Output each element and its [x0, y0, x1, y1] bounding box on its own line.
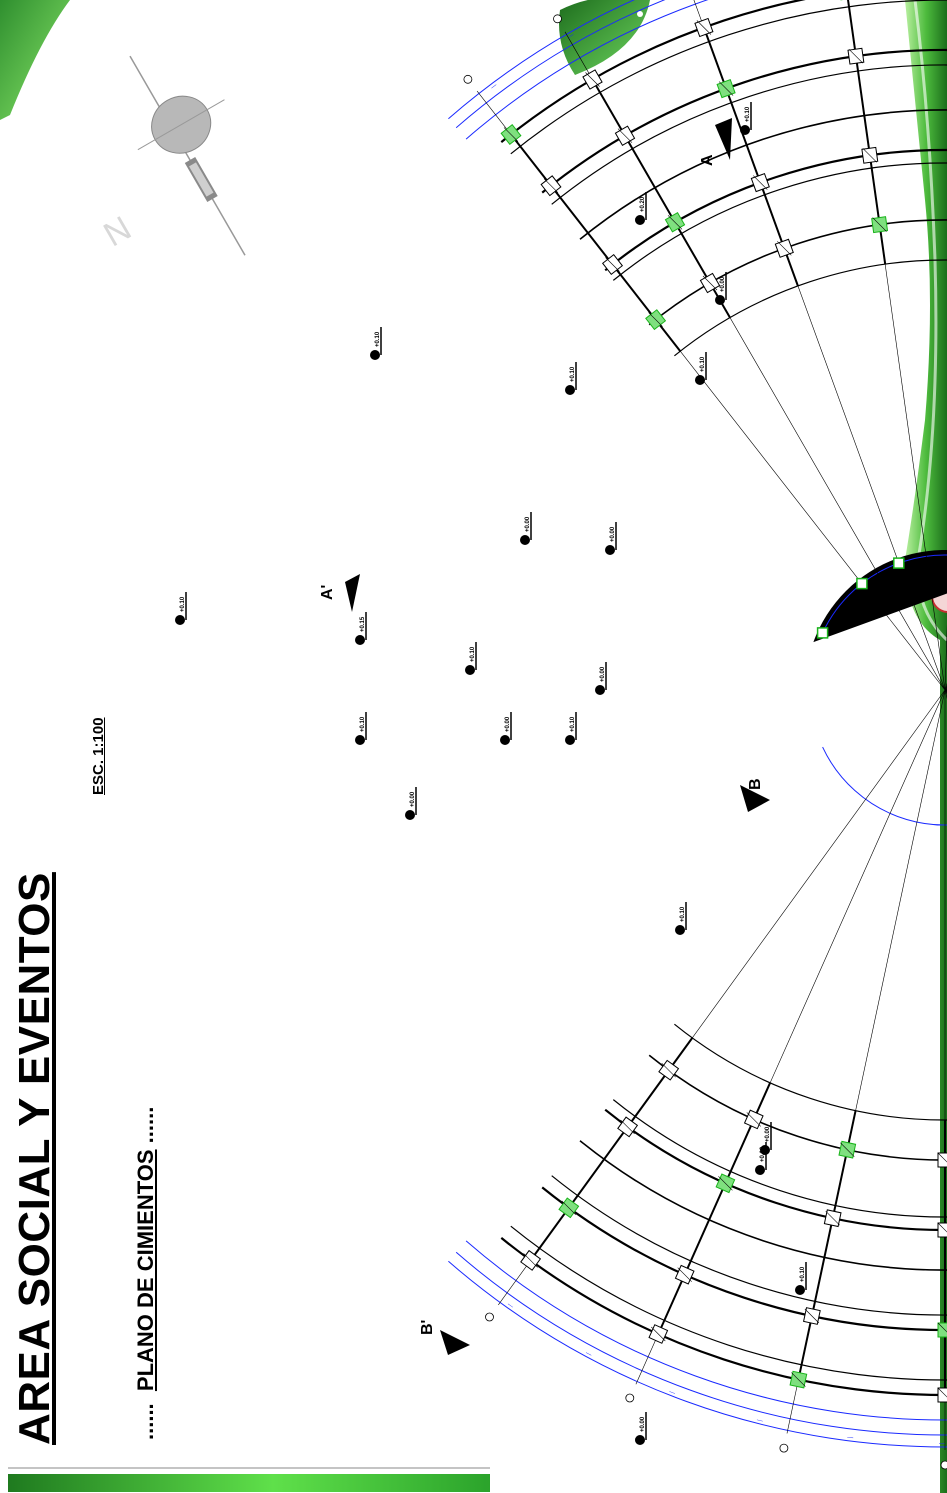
level-label: +0.10: [745, 106, 751, 122]
axis-bubble: [463, 74, 473, 84]
axis-bubble: [485, 1312, 494, 1322]
level-label: +0.10: [180, 596, 186, 612]
dimension-arc-1: [455, 0, 947, 1436]
level-label: +0.10: [680, 906, 686, 922]
level-marker-icon: +0.10: [795, 1262, 807, 1295]
level-label: +0.00: [765, 1126, 771, 1142]
footing: [937, 1322, 947, 1338]
level-label: +0.00: [720, 276, 726, 292]
level-marker-icon: +0.00: [715, 272, 727, 305]
svg-text:A: A: [699, 154, 716, 166]
footing: [937, 1387, 947, 1403]
center-node: [856, 577, 868, 590]
level-marker-icon: +0.00: [500, 712, 512, 745]
foundation-arc-7: [648, 219, 947, 1161]
level-marker-icon: +0.00: [595, 662, 607, 695]
level-marker-icon: +0.10: [695, 352, 707, 385]
level-label: +0.10: [570, 366, 576, 382]
dimension-arc-0: [465, 0, 947, 1421]
level-marker-icon: +0.00: [520, 512, 532, 545]
footings: [500, 0, 947, 1403]
dimension-tick: —: [567, 32, 575, 40]
axis-bubble: [940, 1460, 947, 1470]
svg-text:A': A': [319, 585, 336, 600]
dimension-tick: —: [668, 1388, 676, 1396]
level-label: +0.00: [600, 666, 606, 682]
axis-bubbles: [463, 14, 947, 1470]
level-label: +0.00: [640, 1416, 646, 1432]
level-label: +0.10: [375, 331, 381, 347]
level-markers: +0.10 +0.00 +0.15 +0.10 +0.00 +0.10 +0.00 +0.10…: [175, 102, 807, 1445]
level-marker-icon: +0.15: [355, 612, 367, 645]
north-label: N: [97, 209, 137, 254]
level-label: +0.10: [470, 646, 476, 662]
footing: [937, 1222, 947, 1238]
axis-bubble: [779, 1443, 789, 1453]
level-label: +0.10: [800, 1266, 806, 1282]
level-marker-icon: +0.10: [175, 592, 187, 625]
level-marker-icon: +0.10: [355, 712, 367, 745]
scale-label: ESC. 1:100: [90, 717, 107, 795]
level-label: +0.00: [610, 526, 616, 542]
dimension-tick: —: [490, 83, 498, 91]
dimension-tick: —: [506, 1301, 514, 1309]
level-marker-icon: +0.10: [465, 642, 477, 675]
level-label: +0.10: [700, 356, 706, 372]
drawing-title: AREA SOCIAL Y EVENTOS: [10, 872, 59, 1445]
level-label: +0.15: [360, 616, 366, 632]
level-marker-icon: +0.20: [635, 192, 647, 225]
level-label: +0.10: [360, 716, 366, 732]
level-marker-icon: +0.00: [605, 522, 617, 555]
center-node: [893, 557, 905, 569]
level-label: +0.10: [570, 716, 576, 732]
level-label: +0.00: [505, 716, 511, 732]
dimension-tick: —: [756, 1416, 763, 1423]
section-marker-b-prime: B': [419, 1320, 470, 1355]
level-marker-icon: +0.10: [740, 102, 752, 135]
dimension-tick: —: [939, 1440, 945, 1446]
dimension-tick: —: [585, 1349, 593, 1357]
svg-text:B': B': [419, 1320, 436, 1335]
north-arrow-icon: [129, 55, 246, 256]
footing: [937, 1152, 947, 1168]
level-label: +0.00: [410, 791, 416, 807]
level-marker-icon: +0.00: [405, 787, 417, 820]
inner-dimension-arc-2: [822, 746, 947, 826]
dimension-tick: —: [847, 1434, 854, 1441]
section-marker-a: A: [699, 118, 732, 166]
subtitle-suffix: ......: [133, 1106, 158, 1144]
level-label: +0.10: [760, 1146, 766, 1162]
level-marker-icon: +0.10: [675, 902, 687, 935]
axis-bubble: [553, 14, 562, 24]
level-marker-icon: +0.00: [635, 1412, 647, 1445]
level-marker-icon: +0.10: [755, 1142, 767, 1175]
level-marker-icon: +0.10: [370, 327, 382, 360]
level-marker-icon: +0.10: [565, 712, 577, 745]
level-label: +0.00: [525, 516, 531, 532]
subtitle-text: PLANO DE CIMIENTOS: [133, 1149, 158, 1392]
plan-subtitle: ...... PLANO DE CIMIENTOS ......: [133, 1107, 159, 1440]
axis-bubble: [625, 1393, 635, 1403]
section-marker-a-prime: A': [319, 574, 360, 612]
section-marker-b: B: [740, 778, 770, 812]
corner-decoration: [0, 0, 70, 120]
bottom-bar: [8, 1474, 490, 1492]
level-label: +0.20: [640, 196, 646, 212]
center-node: [816, 627, 829, 639]
svg-text:B: B: [747, 778, 764, 790]
level-marker-icon: +0.00: [760, 1122, 772, 1155]
dimension-layer: —————————————————————————————————————: [448, 0, 947, 1448]
subtitle-prefix: ......: [133, 1403, 158, 1440]
dimension-arc-2: [448, 0, 947, 1448]
level-marker-icon: +0.10: [565, 362, 577, 395]
